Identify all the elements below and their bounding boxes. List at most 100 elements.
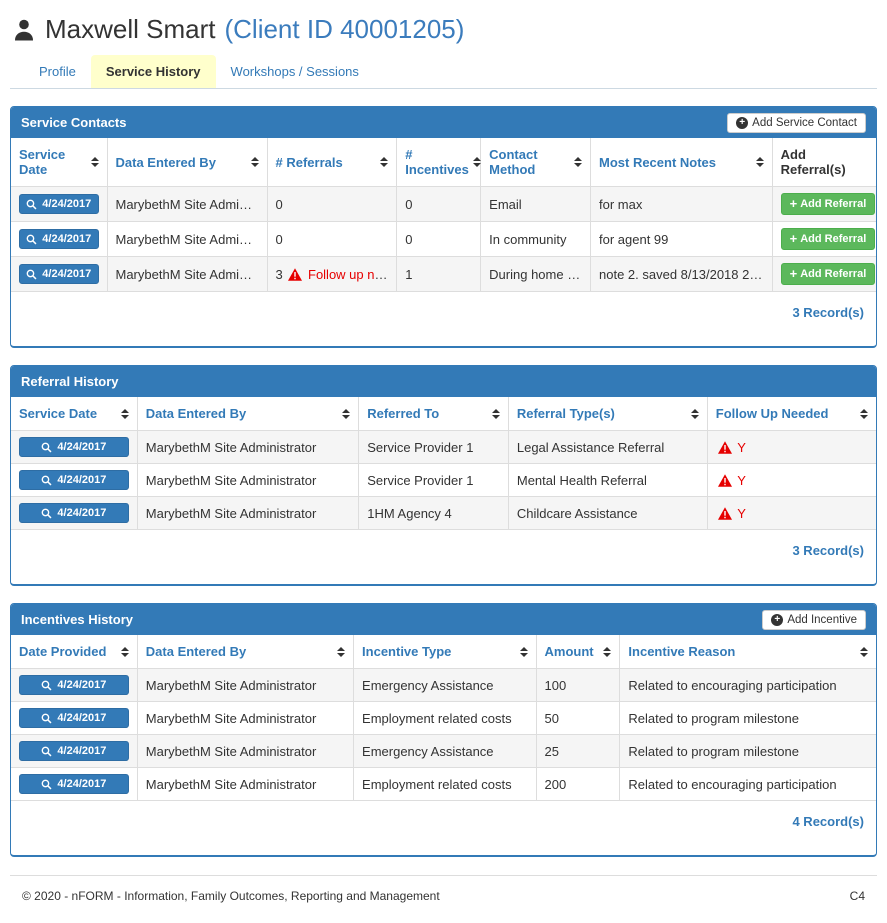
col-num-incentives[interactable]: # Incentives <box>396 138 482 187</box>
service-contacts-panel: Service Contacts Add Service Contact Ser… <box>10 106 877 348</box>
col-referred-to[interactable]: Referred To <box>358 397 509 431</box>
service-contacts-heading: Service Contacts Add Service Contact <box>11 107 876 138</box>
col-date-provided[interactable]: Date Provided <box>11 635 138 669</box>
view-incentive-button[interactable]: 4/24/2017 <box>19 675 129 695</box>
user-icon <box>15 19 33 40</box>
sort-icon[interactable] <box>472 157 481 167</box>
col-amount[interactable]: Amount <box>536 635 621 669</box>
service-date-cell: 4/24/2017 <box>11 463 138 497</box>
tab-workshops-sessions[interactable]: Workshops / Sessions <box>230 64 359 79</box>
date-provided-cell: 4/24/2017 <box>11 767 138 801</box>
sort-icon[interactable] <box>337 646 346 657</box>
sort-icon[interactable] <box>380 157 389 167</box>
referral-history-panel: Referral History Service Date Data Enter… <box>10 365 877 586</box>
view-service-contact-button[interactable]: 4/24/2017 <box>19 229 99 249</box>
add-service-contact-button[interactable]: Add Service Contact <box>727 112 866 133</box>
col-most-recent-notes[interactable]: Most Recent Notes <box>590 138 773 187</box>
col-data-entered-by[interactable]: Data Entered By <box>107 138 268 187</box>
view-service-contact-button[interactable]: 4/24/2017 <box>19 264 99 284</box>
tab-service-history[interactable]: Service History <box>90 55 216 88</box>
follow-up-cell: Y <box>707 463 876 497</box>
tab-profile[interactable]: Profile <box>39 64 76 79</box>
table-row: 4/24/2017 MarybethM Site Administrator E… <box>11 701 876 735</box>
add-referral-button[interactable]: Add Referral <box>780 193 876 215</box>
contact-method-cell: In community <box>480 221 591 257</box>
incentive-type-cell: Employment related costs <box>353 767 537 801</box>
sort-icon[interactable] <box>860 646 868 657</box>
add-incentive-button[interactable]: Add Incentive <box>762 609 866 630</box>
record-count: 3 Record(s) <box>792 543 864 558</box>
amount-cell: 25 <box>536 734 621 768</box>
warning-icon <box>717 473 732 487</box>
col-service-date[interactable]: Service Date <box>11 138 108 187</box>
referral-type-cell: Childcare Assistance <box>508 496 708 530</box>
referral-history-table: Service Date Data Entered By Referred To… <box>11 397 876 530</box>
incentives-cell: 1 <box>396 256 482 292</box>
view-incentive-button[interactable]: 4/24/2017 <box>19 741 129 761</box>
col-data-entered-by[interactable]: Data Entered By <box>137 635 355 669</box>
view-incentive-button[interactable]: 4/24/2017 <box>19 708 129 728</box>
incentive-type-cell: Employment related costs <box>353 701 537 735</box>
view-referral-button[interactable]: 4/24/2017 <box>19 470 129 490</box>
entered-by-cell: MarybethM Site Administrator <box>107 186 268 222</box>
magnifier-icon <box>42 779 52 790</box>
add-referral-button[interactable]: Add Referral <box>780 228 876 250</box>
panel-title: Incentives History <box>21 612 133 627</box>
sort-icon[interactable] <box>860 408 868 419</box>
col-data-entered-by[interactable]: Data Entered By <box>137 397 360 431</box>
warning-icon <box>288 267 303 281</box>
view-service-contact-button[interactable]: 4/24/2017 <box>19 194 99 214</box>
referrals-cell: 0 <box>267 186 398 222</box>
panel-title: Service Contacts <box>21 115 127 130</box>
entered-by-cell: MarybethM Site Administrator <box>107 221 268 257</box>
table-row: 4/24/2017 MarybethM Site Administrator E… <box>11 767 876 801</box>
sort-icon[interactable] <box>519 646 528 657</box>
follow-up-flag: Y <box>737 505 746 521</box>
sort-icon[interactable] <box>250 157 259 167</box>
amount-cell: 200 <box>536 767 621 801</box>
col-incentive-reason[interactable]: Incentive Reason <box>619 635 876 669</box>
entered-by-cell: MarybethM Site Administrator <box>137 767 355 801</box>
col-num-referrals[interactable]: # Referrals <box>267 138 398 187</box>
magnifier-icon <box>26 199 37 210</box>
plus-icon <box>790 232 798 246</box>
sort-icon[interactable] <box>342 408 351 419</box>
follow-up-flag: Y <box>737 472 746 488</box>
sort-icon[interactable] <box>690 408 699 419</box>
table-row: 4/24/2017 MarybethM Site Administrator 0… <box>11 221 876 257</box>
service-date-cell: 4/24/2017 <box>11 430 138 464</box>
view-referral-button[interactable]: 4/24/2017 <box>19 503 129 523</box>
add-referral-button[interactable]: Add Referral <box>780 263 876 285</box>
add-referral-cell: Add Referral <box>772 221 876 257</box>
col-service-date[interactable]: Service Date <box>11 397 138 431</box>
col-incentive-type[interactable]: Incentive Type <box>353 635 537 669</box>
col-add-referrals: Add Referral(s) <box>772 138 876 187</box>
referral-type-cell: Legal Assistance Referral <box>508 430 708 464</box>
follow-up-cell: Y <box>707 430 876 464</box>
sort-icon[interactable] <box>120 408 129 419</box>
referred-to-cell: Service Provider 1 <box>358 463 509 497</box>
sort-icon[interactable] <box>574 157 582 167</box>
referrals-cell: 0 <box>267 221 398 257</box>
warning-icon <box>717 440 732 454</box>
sort-icon[interactable] <box>90 157 99 167</box>
copyright-text: © 2020 - nFORM - Information, Family Out… <box>22 889 440 903</box>
col-follow-up-needed[interactable]: Follow Up Needed <box>707 397 876 431</box>
incentive-type-cell: Emergency Assistance <box>353 668 537 702</box>
sort-icon[interactable] <box>603 646 612 657</box>
col-contact-method[interactable]: Contact Method <box>480 138 591 187</box>
incentive-reason-cell: Related to encouraging participation <box>619 767 876 801</box>
amount-cell: 50 <box>536 701 621 735</box>
magnifier-icon <box>42 713 52 724</box>
add-referral-cell: Add Referral <box>772 256 876 292</box>
incentive-reason-cell: Related to encouraging participation <box>619 668 876 702</box>
sort-icon[interactable] <box>120 646 129 657</box>
view-referral-button[interactable]: 4/24/2017 <box>19 437 129 457</box>
table-row: 4/24/2017 MarybethM Site Administrator 0… <box>11 186 876 222</box>
date-provided-cell: 4/24/2017 <box>11 668 138 702</box>
sort-icon[interactable] <box>491 408 500 419</box>
table-row: 4/24/2017 MarybethM Site Administrator 1… <box>11 496 876 530</box>
sort-icon[interactable] <box>755 157 764 167</box>
view-incentive-button[interactable]: 4/24/2017 <box>19 774 129 794</box>
col-referral-types[interactable]: Referral Type(s) <box>508 397 708 431</box>
